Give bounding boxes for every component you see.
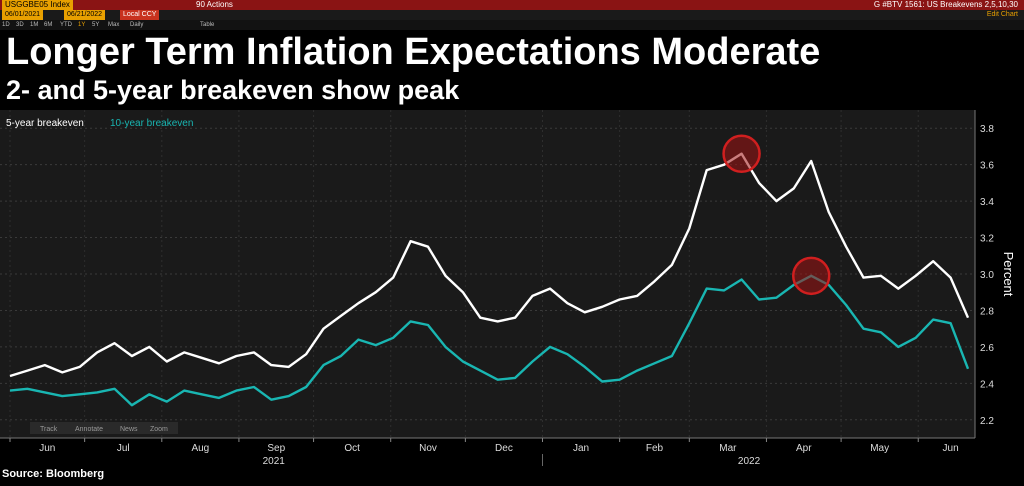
legend-entry-10-year: 10-year breakeven xyxy=(110,118,193,129)
x-year-label: 2021 xyxy=(263,456,286,466)
x-tick-label: Jun xyxy=(39,443,55,454)
annotate-tool[interactable]: Annotate xyxy=(75,426,103,433)
peak-markers xyxy=(722,134,831,296)
x-tick-label: Nov xyxy=(419,443,437,454)
source-note: Source: Bloomberg xyxy=(2,468,105,480)
x-tick-label: Jul xyxy=(117,443,130,454)
period-6m-button[interactable]: 6M xyxy=(44,22,53,28)
edit-chart-button[interactable]: Edit Chart xyxy=(986,11,1018,18)
x-tick-label: Sep xyxy=(267,443,285,454)
series-line-5-year-breakeven xyxy=(9,152,970,378)
period-bar: 1D 3D 1M 6M YTD 1Y 5Y Max Daily Table xyxy=(0,20,1024,30)
breakeven-line-chart[interactable]: 2.2 2.4 2.6 2.8 3.0 3.2 3.4 3.6 3.8 Jun Jul Aug Sep O… xyxy=(0,110,1024,467)
peak-marker-circle xyxy=(722,134,761,173)
period-5y-button[interactable]: 5Y xyxy=(92,22,100,28)
y-tick-label: 3.4 xyxy=(980,197,994,208)
x-tick-label: Aug xyxy=(191,443,209,454)
y-tick-label: 2.8 xyxy=(980,306,994,317)
x-tick-label: May xyxy=(870,443,889,454)
y-tick-label: 2.2 xyxy=(980,416,994,427)
zoom-tool[interactable]: Zoom xyxy=(150,426,168,433)
y-tick-label: 2.4 xyxy=(980,379,994,390)
y-axis-title: Percent xyxy=(1001,252,1016,297)
period-1m-button[interactable]: 1M xyxy=(30,22,39,28)
axes: 2.2 2.4 2.6 2.8 3.0 3.2 3.4 3.6 3.8 Jun Jul Aug Sep O… xyxy=(0,110,994,467)
actions-menu[interactable]: 90 Actions xyxy=(196,0,233,9)
top-command-bar: USGGBE05 Index 90 Actions G #BTV 1561: U… xyxy=(0,0,1024,10)
period-1d-button[interactable]: 1D xyxy=(2,22,10,28)
x-year-label: 2022 xyxy=(738,456,761,466)
period-3d-button[interactable]: 3D xyxy=(16,22,24,28)
frequency-select[interactable]: Daily xyxy=(130,22,144,28)
legend-entry-5-year: 5-year breakeven xyxy=(6,118,84,129)
x-tick-label: Jan xyxy=(573,443,589,454)
chart-area[interactable]: 2.2 2.4 2.6 2.8 3.0 3.2 3.4 3.6 3.8 Jun Jul Aug Sep O… xyxy=(0,110,1024,467)
chart-tools: Track Annotate News Zoom xyxy=(30,422,178,434)
x-tick-label: Feb xyxy=(646,443,664,454)
period-ytd-button[interactable]: YTD xyxy=(60,22,72,28)
table-button[interactable]: Table xyxy=(200,22,215,28)
start-date-field[interactable]: 06/01/2021 xyxy=(2,10,44,20)
x-tick-label: Oct xyxy=(344,443,360,454)
y-tick-label: 2.6 xyxy=(980,343,994,354)
x-tick-label: Apr xyxy=(796,443,812,454)
news-tool[interactable]: News xyxy=(120,426,138,433)
period-max-button[interactable]: Max xyxy=(108,22,120,28)
y-tick-label: 3.0 xyxy=(980,270,994,281)
page-title: Longer Term Inflation Expectations Moder… xyxy=(6,31,821,73)
period-1y-button[interactable]: 1Y xyxy=(78,22,86,28)
y-tick-label: 3.2 xyxy=(980,234,994,245)
y-tick-label: 3.6 xyxy=(980,161,994,172)
chart-tools-bar xyxy=(30,422,178,434)
ticker-field[interactable]: USGGBE05 Index xyxy=(2,0,73,10)
x-tick-label: Jun xyxy=(943,443,959,454)
date-range-bar: 06/01/2021 06/21/2022 Local CCY Edit Cha… xyxy=(0,10,1024,20)
track-tool[interactable]: Track xyxy=(40,426,58,433)
x-tick-label: Dec xyxy=(495,443,513,454)
currency-select[interactable]: Local CCY xyxy=(120,10,160,20)
end-date-field[interactable]: 06/21/2022 xyxy=(64,10,106,20)
peak-marker-circle xyxy=(791,256,831,296)
page-subtitle: 2- and 5-year breakeven show peak xyxy=(6,75,460,105)
legend: 5-year breakeven 10-year breakeven xyxy=(6,118,193,129)
y-tick-label: 3.8 xyxy=(980,124,994,135)
chart-name-label: G #BTV 1561: US Breakevens 2,5,10,30 xyxy=(873,0,1018,9)
x-tick-label: Mar xyxy=(719,443,737,454)
